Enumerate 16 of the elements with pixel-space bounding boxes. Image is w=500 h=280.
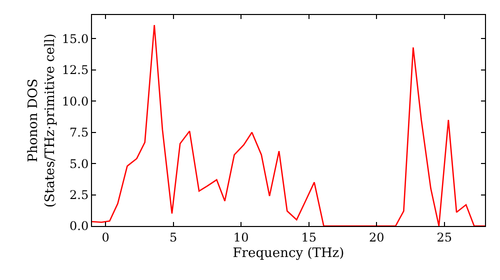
- y-tick-label: 15.0: [62, 32, 89, 46]
- y-tick-label: 12.5: [62, 63, 89, 78]
- y-tick-label: 5.0: [70, 156, 89, 171]
- y-tick-label: 0.0: [70, 219, 89, 234]
- y-tick-label: 2.5: [70, 188, 89, 202]
- x-tick-label: 0: [102, 230, 110, 244]
- y-tick-label: 10.0: [62, 94, 89, 108]
- x-tick-label: 10: [233, 230, 249, 244]
- y-tick-label: 7.5: [70, 126, 89, 140]
- line-series: [92, 24, 485, 226]
- x-tick-label: 15: [301, 230, 316, 244]
- x-tick-label: 20: [368, 230, 384, 244]
- y-axis-title: Phonon DOS (States/THz·primitive cell): [26, 33, 58, 208]
- x-axis-title: Frequency (THz): [232, 246, 344, 261]
- x-tick-label: 5: [169, 230, 178, 244]
- x-tick-label: 25: [436, 230, 452, 244]
